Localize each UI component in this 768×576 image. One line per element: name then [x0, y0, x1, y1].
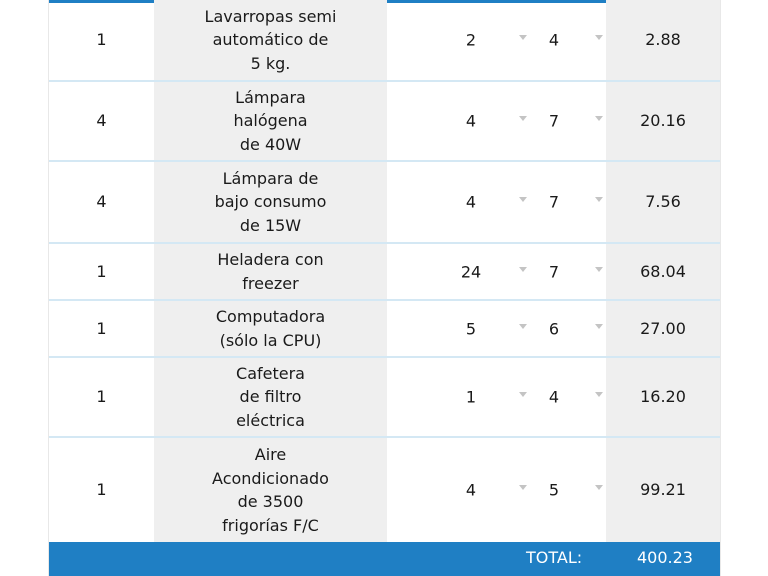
chevron-down-icon — [595, 323, 603, 329]
chevron-down-icon — [595, 116, 603, 121]
total-value: 400.23 — [637, 548, 693, 567]
appliance-name-cell: Lámpara halógena de 40W — [154, 82, 387, 160]
chevron-down-icon — [519, 116, 527, 121]
days-per-week-select[interactable]: 7 — [511, 244, 606, 299]
chevron-down-icon — [595, 266, 603, 272]
hours-per-day-select[interactable]: 4 — [387, 162, 527, 242]
quantity-cell: 1 — [96, 261, 107, 281]
hours-per-day-select[interactable]: 4 — [387, 82, 527, 160]
table-row: 1 Heladera con freezer 24 7 68.04 — [49, 244, 720, 301]
consumption-table: 1 Lavarropas semi automático de 5 kg. 2 … — [48, 0, 721, 576]
chevron-down-icon — [519, 323, 527, 329]
consumption-cell: 16.20 — [606, 358, 720, 436]
consumption-cell: 68.04 — [606, 244, 720, 299]
appliance-name-cell: Computadora (sólo la CPU) — [154, 301, 387, 356]
days-per-week-select[interactable]: 4 — [511, 358, 606, 436]
chevron-down-icon — [519, 266, 527, 272]
total-label: TOTAL: — [526, 548, 583, 567]
total-bar: TOTAL: 400.23 — [49, 542, 720, 576]
chevron-down-icon — [519, 197, 527, 202]
days-per-week-select[interactable]: 7 — [511, 82, 606, 160]
quantity-cell: 1 — [96, 480, 107, 500]
table-row: 1 Lavarropas semi automático de 5 kg. 2 … — [49, 0, 720, 82]
table-row: 1 Aire Acondicionado de 3500 frigorías F… — [49, 438, 720, 542]
quantity-cell: 1 — [96, 30, 107, 50]
hours-per-day-select[interactable]: 24 — [387, 244, 527, 299]
appliance-name-cell: Lámpara de bajo consumo de 15W — [154, 162, 387, 242]
table-row: 4 Lámpara halógena de 40W 4 7 20.16 — [49, 82, 720, 162]
appliance-name-cell: Cafetera de filtro eléctrica — [154, 358, 387, 436]
appliance-name-cell: Lavarropas semi automático de 5 kg. — [154, 0, 387, 80]
hours-per-day-select[interactable]: 4 — [387, 438, 527, 542]
consumption-cell: 99.21 — [606, 438, 720, 542]
appliance-name-cell: Aire Acondicionado de 3500 frigorías F/C — [154, 438, 387, 542]
consumption-cell: 20.16 — [606, 82, 720, 160]
days-per-week-select[interactable]: 4 — [511, 0, 606, 80]
table-row: 1 Computadora (sólo la CPU) 5 6 27.00 — [49, 301, 720, 358]
days-per-week-select[interactable]: 6 — [511, 301, 606, 356]
days-per-week-select[interactable]: 7 — [511, 162, 606, 242]
quantity-cell: 4 — [96, 192, 107, 212]
days-per-week-select[interactable]: 5 — [511, 438, 606, 542]
hours-per-day-select[interactable]: 5 — [387, 301, 527, 356]
appliance-name-cell: Heladera con freezer — [154, 244, 387, 299]
chevron-down-icon — [519, 485, 527, 490]
chevron-down-icon — [595, 392, 603, 397]
chevron-down-icon — [519, 35, 527, 40]
chevron-down-icon — [595, 35, 603, 40]
consumption-cell: 2.88 — [606, 0, 720, 80]
hours-per-day-select[interactable]: 2 — [387, 0, 527, 80]
consumption-cell: 27.00 — [606, 301, 720, 356]
chevron-down-icon — [595, 197, 603, 202]
chevron-down-icon — [595, 485, 603, 490]
table-row: 4 Lámpara de bajo consumo de 15W 4 7 7.5… — [49, 162, 720, 244]
chevron-down-icon — [519, 392, 527, 397]
hours-per-day-select[interactable]: 1 — [387, 358, 527, 436]
quantity-cell: 1 — [96, 387, 107, 407]
quantity-cell: 4 — [96, 111, 107, 131]
table-row: 1 Cafetera de filtro eléctrica 1 4 16.20 — [49, 358, 720, 438]
consumption-cell: 7.56 — [606, 162, 720, 242]
quantity-cell: 1 — [96, 318, 107, 338]
